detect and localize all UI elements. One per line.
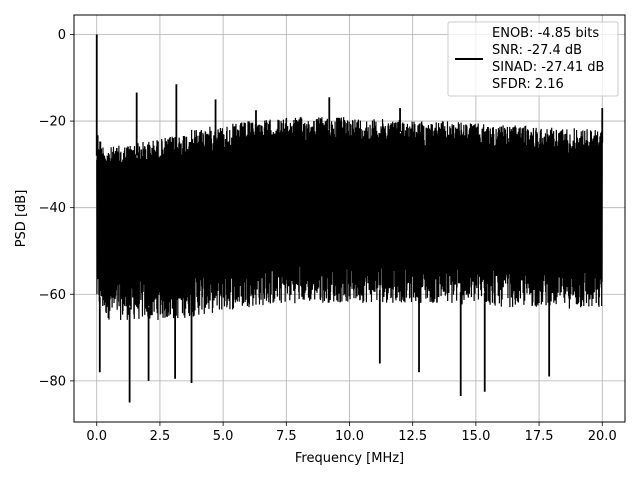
y-tick-label: −80 [39, 374, 66, 389]
y-tick-label: 0 [58, 28, 66, 43]
y-tick-label: −20 [39, 115, 66, 130]
x-tick-label: 10.0 [335, 429, 364, 444]
y-tick-label: −40 [39, 201, 66, 216]
legend-entry-enob: ENOB: -4.85 bits [492, 26, 599, 41]
x-tick-label: 12.5 [398, 429, 427, 444]
legend: ENOB: -4.85 bits SNR: -27.4 dB SINAD: -2… [447, 21, 619, 97]
legend-box [447, 21, 619, 97]
y-axis-ticks: 0 −20 −40 −60 −80 [39, 28, 74, 389]
legend-entry-sfdr: SFDR: 2.16 [492, 77, 564, 92]
x-tick-label: 17.5 [525, 429, 554, 444]
y-tick-label: −60 [39, 288, 66, 303]
x-tick-label: 5.0 [213, 429, 234, 444]
x-tick-label: 2.5 [150, 429, 171, 444]
y-axis-label: PSD [dB] [14, 190, 29, 248]
x-tick-label: 15.0 [461, 429, 490, 444]
x-tick-label: 7.5 [276, 429, 297, 444]
x-tick-label: 0.0 [86, 429, 107, 444]
x-axis-label: Frequency [MHz] [295, 451, 404, 466]
x-axis-ticks: 0.0 2.5 5.0 7.5 10.0 12.5 15.0 17.5 20.0 [86, 422, 617, 444]
legend-entry-snr: SNR: -27.4 dB [492, 43, 582, 58]
psd-noise-trace [96, 116, 603, 321]
psd-trace [95, 34, 604, 403]
x-tick-label: 20.0 [588, 429, 617, 444]
legend-entry-sinad: SINAD: -27.41 dB [492, 60, 604, 75]
